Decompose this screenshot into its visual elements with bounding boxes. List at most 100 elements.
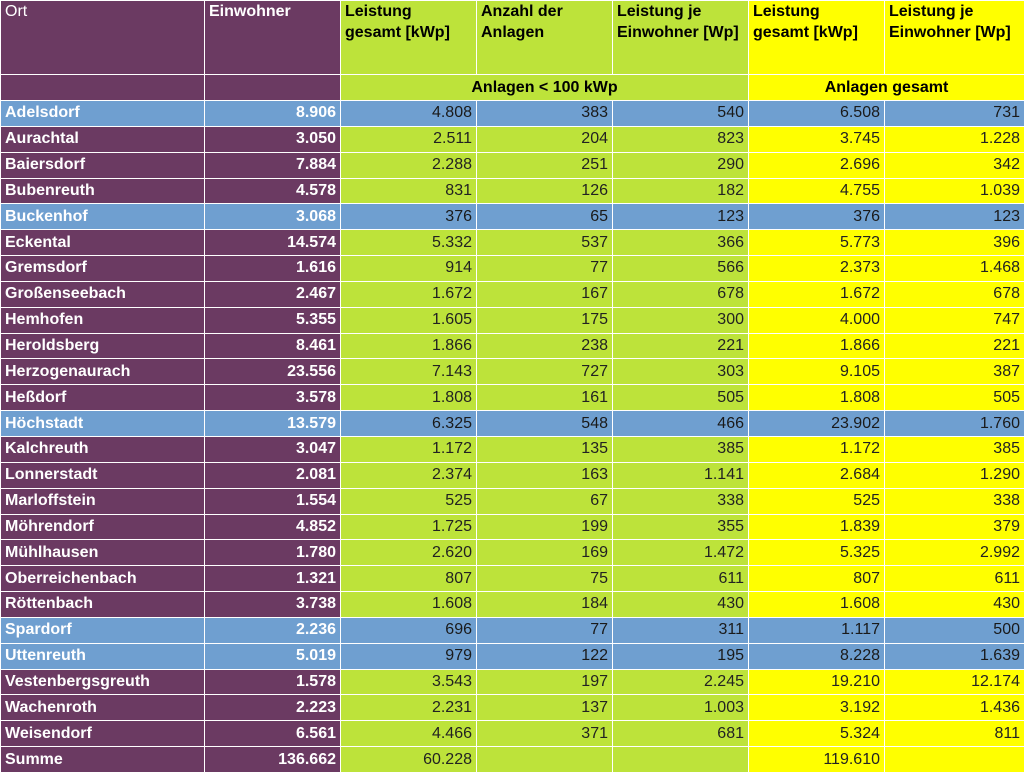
leistung-cell: 2.620: [340, 539, 477, 567]
einwohner-cell: 1.578: [204, 668, 341, 696]
table-row: Gremsdorf 1.616 914 77 566 2.373 1.468: [0, 255, 1024, 282]
je-einwohner-cell: 611: [612, 565, 749, 593]
einwohner-cell: 4.578: [204, 177, 341, 205]
je-einwohner-cell: 311: [612, 616, 749, 644]
je-einwohner-cell: 290: [612, 151, 749, 179]
anzahl-cell: 75: [476, 565, 613, 593]
je-einwohner-cell: 338: [612, 487, 749, 515]
ort-cell: Heßdorf: [0, 384, 205, 412]
je-einwohner-gesamt-cell: 811: [884, 720, 1024, 748]
leistung-cell: 7.143: [340, 358, 477, 386]
je-einwohner-gesamt-cell: 1.468: [884, 255, 1024, 282]
einwohner-cell: 1.616: [204, 255, 341, 282]
table-row: Großenseebach 2.467 1.672 167 678 1.672 678: [0, 280, 1024, 308]
je-einwohner-gesamt-cell: 385: [884, 435, 1024, 463]
ort-cell: Vestenbergsgreuth: [0, 668, 205, 696]
anzahl-cell: 77: [476, 255, 613, 282]
einwohner-cell: 3.047: [204, 435, 341, 463]
table-row: Vestenbergsgreuth 1.578 3.543 197 2.245 19.21…: [0, 668, 1024, 696]
anzahl-cell: 371: [476, 720, 613, 748]
einwohner-cell: 1.554: [204, 487, 341, 515]
anzahl-cell: 122: [476, 642, 613, 670]
table-row: Marloffstein 1.554 525 67 338 525 338: [0, 487, 1024, 515]
leistung-gesamt-cell: 2.684: [748, 461, 885, 489]
ort-cell: Oberreichenbach: [0, 565, 205, 593]
leistung-cell: 979: [340, 642, 477, 670]
ort-cell: Wachenroth: [0, 694, 205, 722]
leistung-cell: 6.325: [340, 410, 477, 437]
je-einwohner-gesamt-cell: 1.039: [884, 177, 1024, 205]
summe-je-einwohner: [612, 746, 749, 773]
einwohner-cell: 14.574: [204, 229, 341, 257]
leistung-cell: 1.866: [340, 332, 477, 360]
einwohner-cell: 1.321: [204, 565, 341, 593]
table-row: Eckental 14.574 5.332 537 366 5.773 396: [0, 229, 1024, 257]
leistung-gesamt-cell: 1.672: [748, 280, 885, 308]
einwohner-cell: 2.467: [204, 280, 341, 308]
je-einwohner-cell: 2.245: [612, 668, 749, 696]
je-einwohner-cell: 385: [612, 435, 749, 463]
anzahl-cell: 537: [476, 229, 613, 257]
einwohner-cell: 2.081: [204, 461, 341, 489]
je-einwohner-gesamt-cell: 12.174: [884, 668, 1024, 696]
ort-cell: Herzogenaurach: [0, 358, 205, 386]
anzahl-cell: 251: [476, 151, 613, 179]
leistung-gesamt-cell: 5.325: [748, 539, 885, 567]
je-einwohner-cell: 355: [612, 513, 749, 541]
je-einwohner-cell: 366: [612, 229, 749, 257]
anzahl-cell: 727: [476, 358, 613, 386]
table-row: Bubenreuth 4.578 831 126 182 4.755 1.039: [0, 177, 1024, 205]
anzahl-cell: 204: [476, 125, 613, 153]
leistung-cell: 4.808: [340, 100, 477, 127]
summe-row: Summe 136.662 60.228 119.610: [0, 746, 1024, 773]
je-einwohner-gesamt-cell: 1.436: [884, 694, 1024, 722]
ort-cell: Kalchreuth: [0, 435, 205, 463]
einwohner-cell: 3.068: [204, 203, 341, 231]
ort-cell: Bubenreuth: [0, 177, 205, 205]
einwohner-cell: 6.561: [204, 720, 341, 748]
einwohner-cell: 13.579: [204, 410, 341, 437]
summe-einwohner: 136.662: [204, 746, 341, 773]
je-einwohner-cell: 221: [612, 332, 749, 360]
leistung-gesamt-cell: 525: [748, 487, 885, 515]
group-spacer: [204, 74, 341, 101]
header-leistung-gesamt-all: Leistung gesamt [kWp]: [748, 0, 885, 75]
je-einwohner-gesamt-cell: 2.992: [884, 539, 1024, 567]
table-row: Mühlhausen 1.780 2.620 169 1.472 5.325 2.992: [0, 539, 1024, 567]
ort-cell: Spardorf: [0, 616, 205, 644]
ort-cell: Weisendorf: [0, 720, 205, 748]
ort-cell: Höchstadt: [0, 410, 205, 437]
einwohner-cell: 8.906: [204, 100, 341, 127]
leistung-gesamt-cell: 2.373: [748, 255, 885, 282]
leistung-cell: 696: [340, 616, 477, 644]
leistung-cell: 1.725: [340, 513, 477, 541]
leistung-gesamt-cell: 6.508: [748, 100, 885, 127]
leistung-gesamt-cell: 8.228: [748, 642, 885, 670]
group-label-all: Anlagen gesamt: [748, 74, 1024, 101]
einwohner-cell: 23.556: [204, 358, 341, 386]
je-einwohner-gesamt-cell: 221: [884, 332, 1024, 360]
je-einwohner-cell: 195: [612, 642, 749, 670]
je-einwohner-cell: 1.141: [612, 461, 749, 489]
je-einwohner-cell: 466: [612, 410, 749, 437]
anzahl-cell: 199: [476, 513, 613, 541]
je-einwohner-gesamt-cell: 1.228: [884, 125, 1024, 153]
table-row: Weisendorf 6.561 4.466 371 681 5.324 811: [0, 720, 1024, 748]
table-row: Aurachtal 3.050 2.511 204 823 3.745 1.228: [0, 125, 1024, 153]
leistung-cell: 831: [340, 177, 477, 205]
table-row: Uttenreuth 5.019 979 122 195 8.228 1.639: [0, 642, 1024, 670]
group-spacer: [0, 74, 205, 101]
summe-label: Summe: [0, 746, 205, 773]
anzahl-cell: 137: [476, 694, 613, 722]
table-row: Oberreichenbach 1.321 807 75 611 807 611: [0, 565, 1024, 593]
einwohner-cell: 5.355: [204, 306, 341, 334]
ort-cell: Lonnerstadt: [0, 461, 205, 489]
leistung-gesamt-cell: 376: [748, 203, 885, 231]
ort-cell: Großenseebach: [0, 280, 205, 308]
summe-leistung: 60.228: [340, 746, 477, 773]
summe-je-einwohner-gesamt: [884, 746, 1024, 773]
je-einwohner-gesamt-cell: 430: [884, 591, 1024, 618]
ort-cell: Hemhofen: [0, 306, 205, 334]
je-einwohner-cell: 1.003: [612, 694, 749, 722]
ort-cell: Adelsdorf: [0, 100, 205, 127]
